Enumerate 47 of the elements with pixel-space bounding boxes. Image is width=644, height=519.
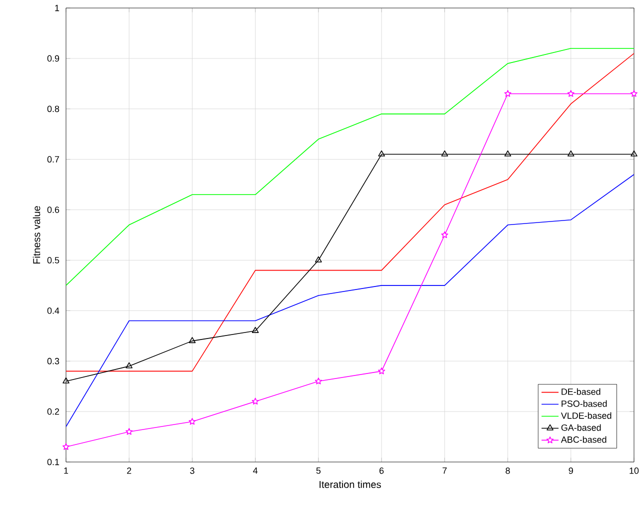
x-axis-title: Iteration times bbox=[320, 480, 381, 488]
legend-label: VLDE-based bbox=[560, 412, 612, 419]
point bbox=[504, 90, 512, 97]
y-tick-label: 0.8 bbox=[47, 106, 60, 112]
point bbox=[62, 377, 70, 384]
line-series bbox=[66, 48, 634, 286]
point bbox=[126, 362, 133, 368]
y-axis-title: Fitness value bbox=[32, 206, 40, 264]
y-tick-label: 0.6 bbox=[47, 206, 60, 213]
point bbox=[315, 256, 322, 262]
y-tick-label: 0.4 bbox=[47, 307, 60, 314]
legend-label: ABC-based bbox=[560, 436, 606, 443]
y-tick-label: 0.2 bbox=[47, 408, 60, 415]
point bbox=[252, 398, 259, 405]
point bbox=[378, 150, 385, 156]
point bbox=[504, 150, 512, 156]
x-tick-label: 2 bbox=[127, 468, 132, 474]
point bbox=[630, 150, 638, 156]
y-tick-label: 0.1 bbox=[47, 458, 60, 466]
x-tick-label: 3 bbox=[190, 468, 194, 474]
y-tick-label: 1 bbox=[55, 4, 60, 12]
x-tick-label: 10 bbox=[630, 468, 639, 474]
x-tick-label: 5 bbox=[316, 468, 321, 474]
point bbox=[188, 418, 196, 425]
y-tick-label: 0.9 bbox=[47, 55, 60, 62]
point bbox=[441, 150, 448, 156]
x-tick-label: 6 bbox=[380, 468, 384, 474]
x-tick-label: 1 bbox=[64, 468, 68, 474]
point bbox=[378, 368, 386, 374]
point bbox=[314, 378, 322, 384]
point bbox=[188, 337, 196, 344]
point bbox=[252, 326, 259, 333]
legend-label: GA-based bbox=[561, 424, 601, 431]
point bbox=[630, 90, 638, 97]
x-tick-label: 9 bbox=[568, 468, 573, 474]
x-tick-label: 4 bbox=[253, 468, 258, 474]
point bbox=[567, 150, 574, 156]
y-tick-label: 0.5 bbox=[47, 257, 60, 264]
point bbox=[126, 428, 133, 435]
x-tick-label: 8 bbox=[506, 468, 510, 474]
y-tick-label: 0.3 bbox=[47, 358, 60, 364]
legend-label: PSO-based bbox=[562, 400, 607, 407]
point bbox=[441, 231, 448, 238]
point bbox=[567, 90, 574, 97]
x-tick-label: 7 bbox=[442, 468, 447, 474]
legend-label: DE-based bbox=[562, 388, 600, 395]
y-tick-label: 0.7 bbox=[47, 156, 60, 163]
